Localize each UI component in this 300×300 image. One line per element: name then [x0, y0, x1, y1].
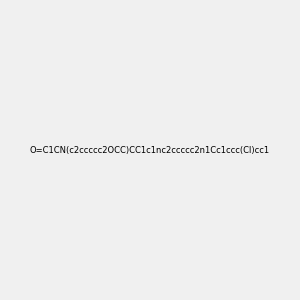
Text: O=C1CN(c2ccccc2OCC)CC1c1nc2ccccc2n1Cc1ccc(Cl)cc1: O=C1CN(c2ccccc2OCC)CC1c1nc2ccccc2n1Cc1cc… [30, 146, 270, 154]
